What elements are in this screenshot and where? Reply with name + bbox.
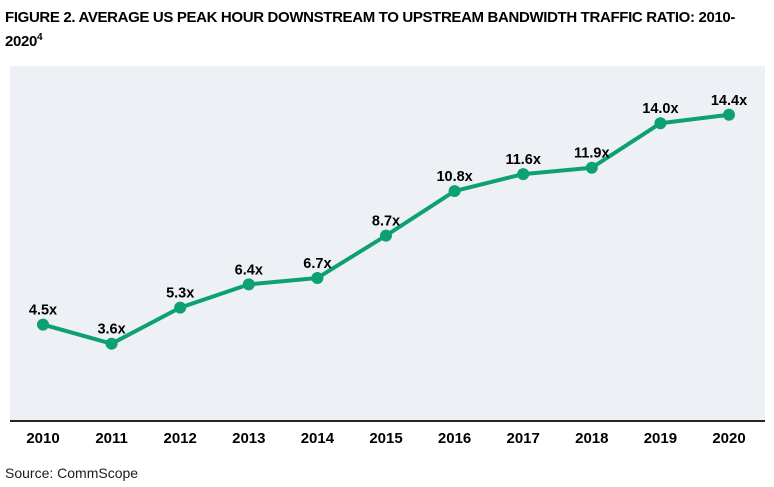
data-point	[242, 278, 255, 291]
figure-title-footnote-marker: 4	[36, 32, 43, 43]
data-point	[448, 185, 461, 198]
plot-area	[10, 66, 765, 420]
data-point-label: 8.7x	[372, 214, 400, 230]
data-point	[37, 318, 49, 331]
x-tick-label: 2014	[301, 430, 335, 447]
data-point	[380, 229, 392, 242]
x-tick-label: 2011	[95, 430, 128, 447]
data-point	[723, 108, 735, 121]
x-tick-label: 2010	[26, 430, 59, 447]
x-tick-label: 2015	[369, 430, 402, 447]
x-tick-label: 2017	[507, 430, 540, 447]
data-point	[105, 337, 118, 350]
bandwidth-ratio-line-chart: 4.5x 3.6x 5.3x 6.4x 6.7x 8.7x 10.8x 11.6x 11.9x 1…	[10, 66, 765, 454]
data-point	[654, 117, 667, 130]
data-point	[174, 301, 187, 314]
x-tick-label: 2013	[232, 430, 265, 447]
figure-title-line1: FIGURE 2. AVERAGE US PEAK HOUR DOWNSTREA…	[5, 9, 736, 26]
chart-svg: 4.5x 3.6x 5.3x 6.4x 6.7x 8.7x 10.8x 11.6x 11.9x 1…	[10, 66, 765, 447]
figure-title: FIGURE 2. AVERAGE US PEAK HOUR DOWNSTREA…	[5, 6, 770, 54]
source-caption: Source: CommScope	[5, 465, 139, 481]
x-tick-label: 2019	[644, 430, 677, 447]
x-axis-line	[10, 420, 765, 422]
x-tick-label: 2018	[575, 430, 608, 447]
data-point-label: 11.9x	[574, 146, 610, 162]
data-point	[311, 271, 324, 284]
x-tick-label: 2012	[164, 430, 197, 447]
data-point-label: 14.0x	[642, 101, 678, 117]
data-point-label: 5.3x	[166, 286, 194, 302]
data-point	[517, 168, 530, 181]
data-point-label: 14.4x	[711, 93, 747, 109]
data-point-label: 6.7x	[303, 256, 331, 272]
figure-title-line2: 2020	[5, 33, 37, 50]
data-point-label: 10.8x	[436, 169, 472, 185]
data-point-label: 11.6x	[505, 152, 541, 168]
data-point-label: 4.5x	[29, 303, 57, 319]
x-tick-label: 2020	[712, 430, 745, 447]
data-point-label: 3.6x	[97, 322, 125, 338]
x-tick-label: 2016	[438, 430, 471, 447]
data-point	[585, 161, 598, 174]
data-point-label: 6.4x	[235, 262, 263, 278]
